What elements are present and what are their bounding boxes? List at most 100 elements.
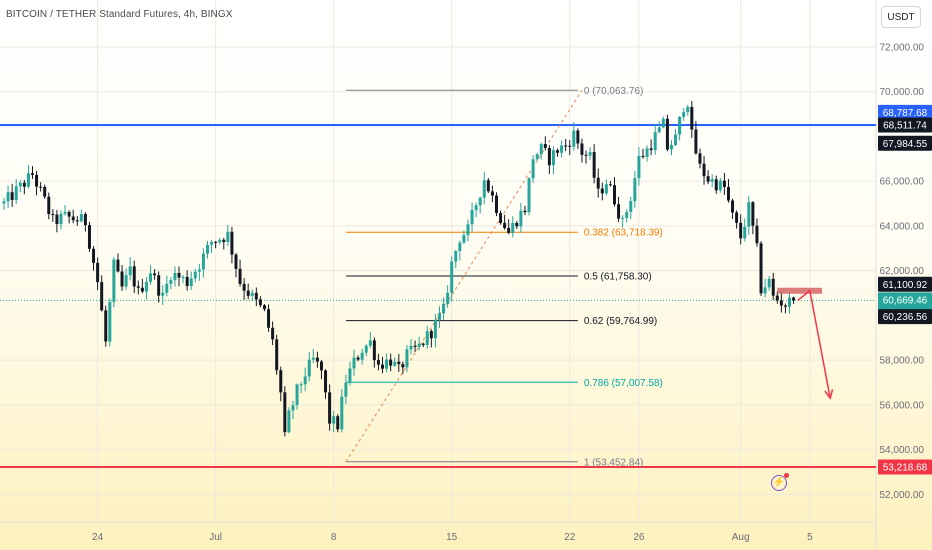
candle[interactable]	[336, 414, 340, 433]
candle[interactable]	[690, 101, 694, 138]
candle[interactable]	[283, 386, 287, 437]
candle[interactable]	[751, 201, 755, 235]
candle[interactable]	[271, 321, 275, 346]
candle[interactable]	[165, 275, 169, 297]
candle[interactable]	[157, 271, 161, 303]
candle[interactable]	[22, 179, 26, 195]
candle[interactable]	[104, 305, 108, 347]
candle[interactable]	[405, 345, 409, 373]
candle[interactable]	[258, 296, 262, 308]
candle[interactable]	[112, 256, 116, 308]
candle[interactable]	[783, 303, 787, 314]
candle[interactable]	[417, 336, 421, 351]
candles[interactable]	[2, 101, 796, 437]
candle[interactable]	[10, 183, 14, 207]
candle[interactable]	[201, 248, 205, 278]
candle[interactable]	[161, 285, 165, 306]
candle[interactable]	[702, 156, 706, 185]
candle[interactable]	[674, 129, 678, 146]
candle[interactable]	[189, 271, 193, 290]
candle[interactable]	[572, 122, 576, 151]
candle[interactable]	[47, 192, 51, 220]
candle[interactable]	[173, 266, 177, 287]
candle[interactable]	[352, 349, 356, 376]
candle[interactable]	[718, 177, 722, 193]
candle[interactable]	[250, 289, 254, 302]
candle[interactable]	[547, 145, 551, 174]
candle[interactable]	[128, 257, 132, 281]
candle[interactable]	[226, 224, 230, 246]
candle[interactable]	[564, 139, 568, 152]
time-axis[interactable]: 24 Jul 8 15 22 26 Aug 5	[92, 532, 813, 543]
candle[interactable]	[328, 384, 332, 431]
candle[interactable]	[714, 175, 718, 194]
candle[interactable]	[75, 215, 79, 226]
candle[interactable]	[356, 355, 360, 362]
candle[interactable]	[397, 354, 401, 372]
candle[interactable]	[446, 285, 450, 308]
candle[interactable]	[771, 272, 775, 301]
candle[interactable]	[482, 171, 486, 205]
candle[interactable]	[678, 115, 682, 141]
candle[interactable]	[494, 192, 498, 217]
candle[interactable]	[600, 182, 604, 201]
price-axis[interactable]: 52,000.00 54,000.00 56,000.00 58,000.00 62,0…	[880, 43, 925, 501]
candle[interactable]	[669, 140, 673, 156]
candle[interactable]	[576, 128, 580, 149]
candle[interactable]	[409, 339, 413, 355]
candle[interactable]	[792, 296, 796, 304]
candle[interactable]	[324, 369, 328, 399]
candle[interactable]	[242, 278, 246, 300]
candle[interactable]	[230, 226, 234, 264]
candle[interactable]	[39, 182, 43, 192]
candle[interactable]	[116, 253, 120, 273]
candle[interactable]	[621, 215, 625, 228]
candle[interactable]	[307, 352, 311, 382]
candle[interactable]	[743, 218, 747, 242]
candle[interactable]	[210, 239, 214, 254]
candle[interactable]	[755, 218, 759, 247]
candle[interactable]	[568, 140, 572, 155]
candle[interactable]	[470, 202, 474, 232]
candle[interactable]	[18, 180, 22, 193]
candle[interactable]	[303, 367, 307, 392]
candle[interactable]	[454, 249, 458, 269]
candle[interactable]	[238, 259, 242, 287]
candle[interactable]	[368, 331, 372, 349]
flash-icon[interactable]: ⚡	[771, 473, 789, 491]
candle[interactable]	[30, 166, 34, 179]
candle[interactable]	[51, 209, 55, 222]
candle[interactable]	[726, 178, 730, 203]
candle[interactable]	[527, 177, 531, 216]
candle[interactable]	[735, 210, 739, 229]
candle[interactable]	[124, 268, 128, 290]
candle[interactable]	[617, 196, 621, 222]
candle[interactable]	[344, 374, 348, 405]
candle[interactable]	[698, 148, 702, 169]
candle[interactable]	[120, 265, 124, 291]
candle[interactable]	[531, 155, 535, 183]
candle[interactable]	[299, 381, 303, 394]
candle[interactable]	[608, 180, 612, 187]
candle[interactable]	[759, 241, 763, 296]
candle[interactable]	[437, 306, 441, 328]
candle[interactable]	[779, 291, 783, 313]
candle[interactable]	[645, 145, 649, 162]
candle[interactable]	[79, 209, 83, 223]
candle[interactable]	[71, 209, 75, 224]
projection-arrow[interactable]	[797, 289, 831, 399]
candle[interactable]	[218, 238, 222, 245]
candle[interactable]	[556, 148, 560, 157]
candle[interactable]	[767, 275, 771, 291]
candle[interactable]	[291, 400, 295, 420]
candle[interactable]	[486, 178, 490, 193]
candle[interactable]	[43, 184, 47, 199]
candle[interactable]	[55, 209, 59, 233]
candle[interactable]	[214, 240, 218, 249]
candle[interactable]	[360, 348, 364, 365]
candle[interactable]	[682, 108, 686, 121]
candle[interactable]	[519, 202, 523, 233]
candle[interactable]	[629, 196, 633, 220]
candle[interactable]	[385, 353, 389, 373]
